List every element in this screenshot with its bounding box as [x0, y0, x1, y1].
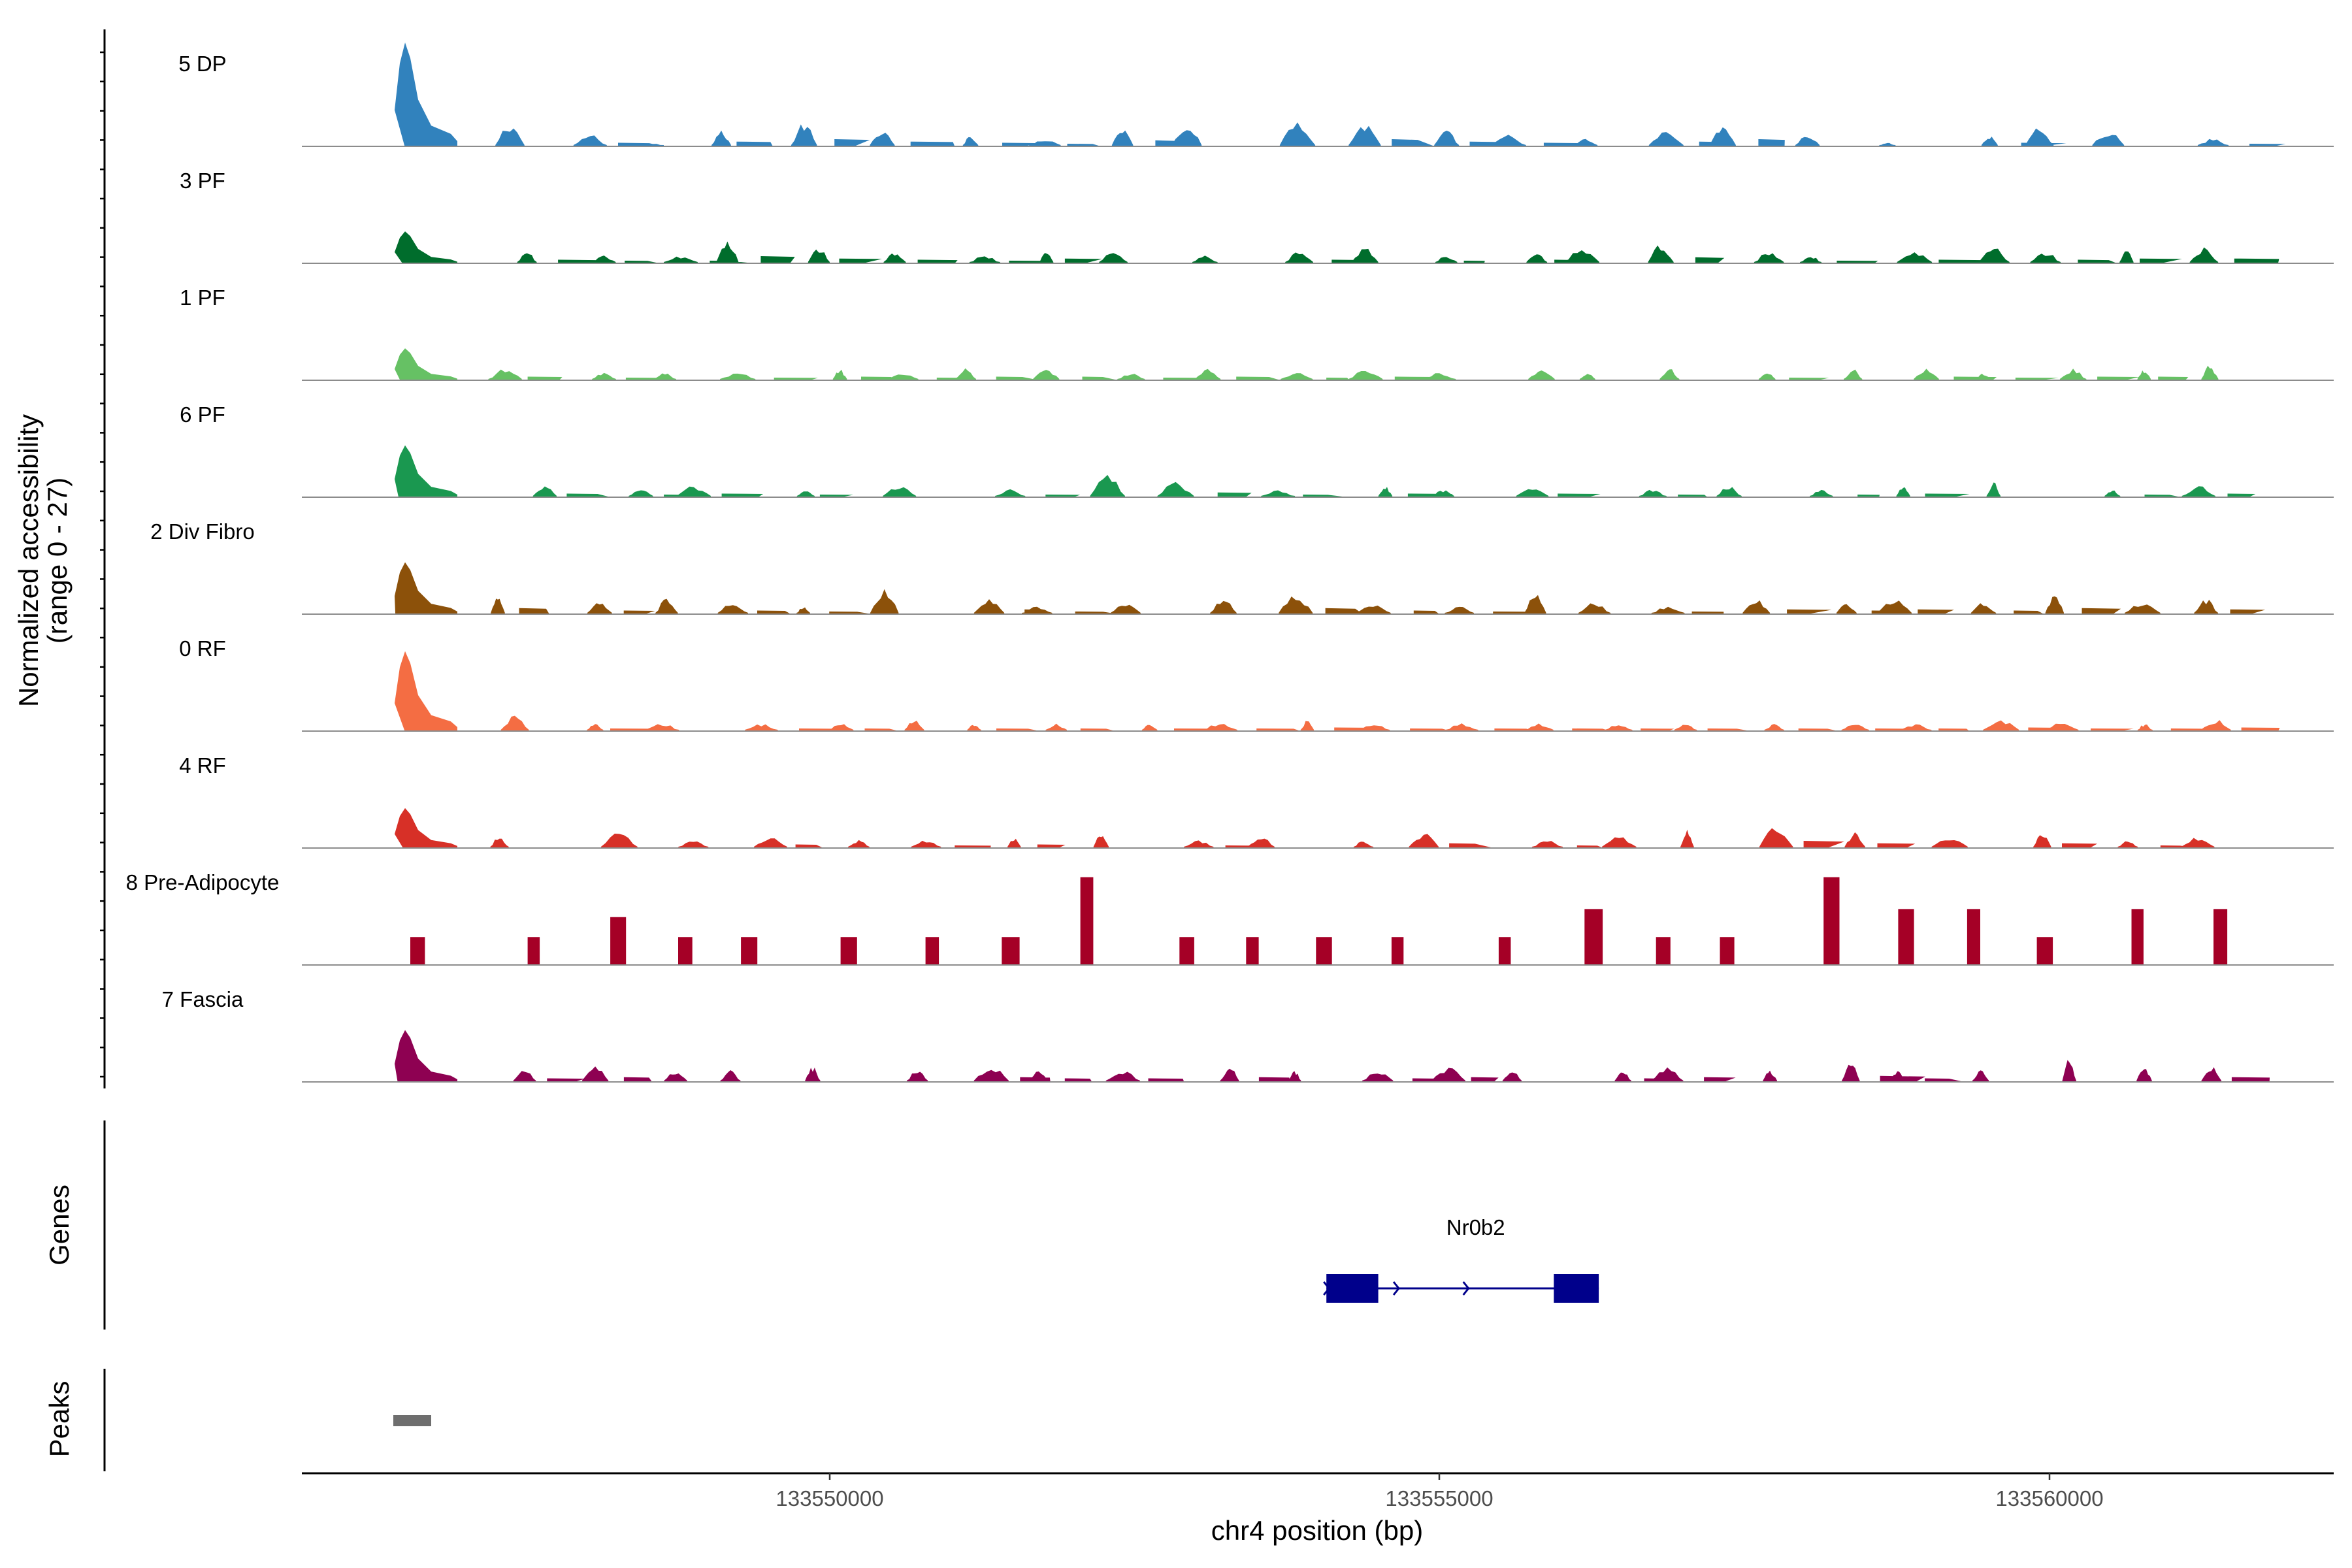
track-7-fascia: 7 Fascia: [162, 987, 2334, 1083]
x-axis: 133550000 133555000 133560000 chr4 position…: [302, 1472, 2334, 1546]
coverage-area: [393, 562, 2266, 614]
gene-exon: [1554, 1274, 1599, 1303]
coverage-area: [393, 1030, 2270, 1082]
track-label: 4 RF: [179, 753, 226, 777]
track-1-pf: 1 PF: [180, 286, 2334, 381]
track-6-pf: 6 PF: [180, 402, 2334, 498]
genes-panel: Genes Nr0b2: [44, 1120, 1599, 1330]
coverage-area: [393, 348, 2268, 380]
coverage-area: [393, 877, 2255, 965]
track-0-rf: 0 RF: [179, 636, 2334, 732]
gene-name: Nr0b2: [1446, 1215, 1505, 1239]
genes-panel-label: Genes: [44, 1184, 74, 1266]
track-2-div-fibro: 2 Div Fibro: [150, 519, 2334, 615]
y-axis-title: Normalized accessibility(range 0 - 27): [13, 414, 73, 707]
strand-arrow: [1392, 1281, 1400, 1296]
track-label: 8 Pre-Adipocyte: [126, 870, 280, 894]
y-axis: Normalized accessibility(range 0 - 27): [13, 29, 106, 1088]
y-axis-title-line-2: (range 0 - 27): [42, 478, 73, 644]
coverage-area: [393, 231, 2279, 263]
track-4-rf: 4 RF: [179, 753, 2334, 849]
peaks-panel-label: Peaks: [44, 1381, 74, 1458]
track-label: 2 Div Fibro: [150, 519, 255, 544]
track-label: 0 RF: [179, 636, 226, 661]
track-label: 5 DP: [178, 52, 226, 76]
gene-exon: [1326, 1274, 1379, 1303]
track-5-dp: 5 DP: [178, 42, 2334, 147]
x-tick-label: 133550000: [776, 1486, 883, 1511]
coverage-area: [393, 445, 2256, 497]
x-axis-title: chr4 position (bp): [1211, 1515, 1424, 1546]
peak-region: [393, 1415, 431, 1426]
track-label: 6 PF: [180, 402, 225, 427]
strand-arrow: [1462, 1281, 1470, 1296]
track-3-pf: 3 PF: [180, 169, 2334, 264]
gene-nr0b2: Nr0b2: [1323, 1215, 1599, 1303]
x-tick-label: 133560000: [1995, 1486, 2103, 1511]
coverage-area: [393, 651, 2280, 731]
track-label: 3 PF: [180, 169, 225, 193]
track-label: 1 PF: [180, 286, 225, 310]
coverage-tracks: 5 DP 3 PF 1 PF 6 PF 2 Div Fibro 0 RF 4 RF 8 Pre…: [126, 42, 2334, 1083]
track-label: 7 Fascia: [162, 987, 244, 1011]
x-tick-label: 133555000: [1385, 1486, 1493, 1511]
track-8-pre-adipocyte: 8 Pre-Adipocyte: [126, 870, 2334, 966]
peaks-panel: Peaks: [44, 1369, 431, 1471]
coverage-area: [393, 808, 2242, 848]
y-axis-title-line-1: Normalized accessibility: [13, 414, 44, 707]
coverage-area: [393, 42, 2286, 146]
